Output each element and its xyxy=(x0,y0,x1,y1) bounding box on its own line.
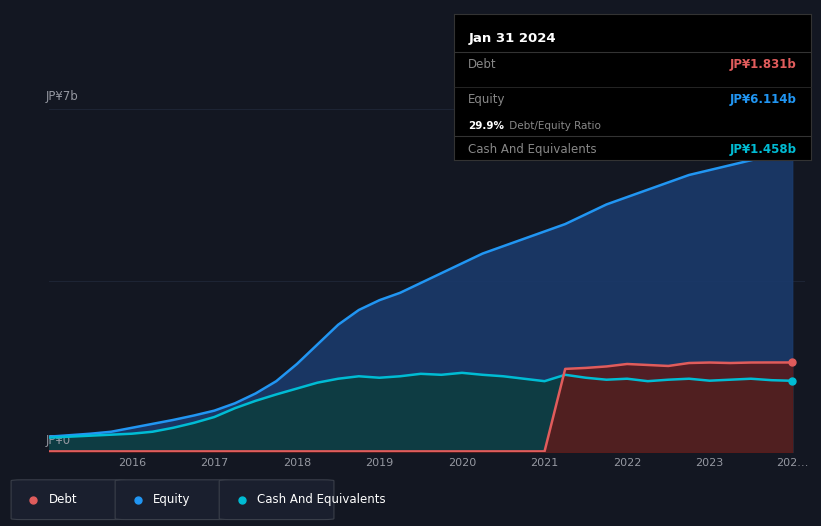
Text: Debt/Equity Ratio: Debt/Equity Ratio xyxy=(506,121,601,131)
FancyBboxPatch shape xyxy=(219,480,334,520)
FancyBboxPatch shape xyxy=(11,480,126,520)
Text: JP¥1.458b: JP¥1.458b xyxy=(730,143,797,156)
Text: Debt: Debt xyxy=(468,58,497,71)
FancyBboxPatch shape xyxy=(115,480,230,520)
Text: Cash And Equivalents: Cash And Equivalents xyxy=(257,493,385,506)
Text: Equity: Equity xyxy=(468,93,506,106)
Text: Jan 31 2024: Jan 31 2024 xyxy=(468,32,556,45)
Text: JP¥7b: JP¥7b xyxy=(45,90,78,103)
Text: Debt: Debt xyxy=(48,493,77,506)
Text: JP¥0: JP¥0 xyxy=(45,434,71,447)
Text: JP¥6.114b: JP¥6.114b xyxy=(730,93,797,106)
Text: Equity: Equity xyxy=(153,493,190,506)
Text: Cash And Equivalents: Cash And Equivalents xyxy=(468,143,597,156)
Text: 29.9%: 29.9% xyxy=(468,121,504,131)
Text: JP¥1.831b: JP¥1.831b xyxy=(730,58,797,71)
